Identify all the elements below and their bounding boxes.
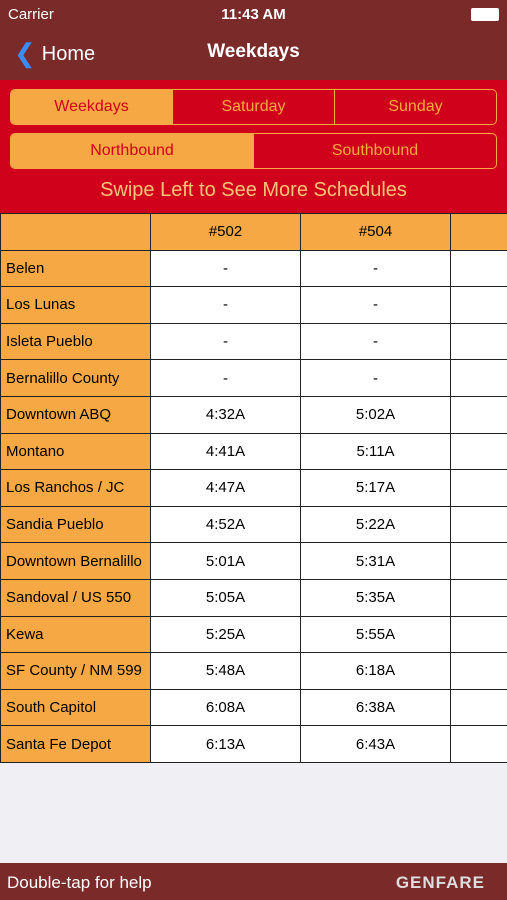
corner-cell [0, 213, 151, 251]
departure-time: 6:08A [150, 688, 301, 727]
departure-time: - [300, 322, 451, 361]
stop-name: Isleta Pueblo [0, 322, 151, 361]
clipped-cell [450, 286, 507, 324]
schedule-row: Downtown ABQ 4:32A 5:02A [0, 395, 507, 434]
departure-time: 6:18A [300, 652, 451, 690]
direction-tabs: Northbound Southbound [10, 133, 497, 169]
departure-time: 5:11A [300, 432, 451, 471]
clipped-cell [450, 322, 507, 361]
header-row: #502#504#1 [0, 213, 507, 251]
departure-time: 5:48A [150, 652, 301, 690]
schedule-row: Downtown Bernalillo 5:01A 5:31A [0, 542, 507, 580]
departure-time: 4:47A [150, 469, 301, 507]
schedule-row: Santa Fe Depot 6:13A 6:43A [0, 725, 507, 763]
departure-time: 5:25A [150, 615, 301, 654]
nav-title: Weekdays [207, 41, 300, 62]
stop-name: Bernalillo County [0, 359, 151, 397]
departure-time: 6:13A [150, 725, 301, 763]
departure-time: 5:55A [300, 615, 451, 654]
departure-time: - [300, 286, 451, 324]
header-bar: Carrier 11:43 AM ❮ Home Weekdays [0, 0, 507, 80]
departure-time: 5:17A [300, 469, 451, 507]
clipped-cell [450, 432, 507, 471]
departure-time: - [150, 359, 301, 397]
schedule-table: #502#504#1Belen--Los Lunas--Isleta Puebl… [0, 213, 507, 763]
clipped-cell [450, 505, 507, 544]
departure-time: - [150, 322, 301, 361]
schedule-row: Sandoval / US 550 5:05A 5:35A [0, 578, 507, 617]
column-header: #502 [150, 213, 301, 251]
departure-time: 4:32A [150, 395, 301, 434]
battery-icon [471, 8, 499, 21]
stop-name: Sandoval / US 550 [0, 578, 151, 617]
schedule-row: Los Ranchos / JC 4:47A 5:17A [0, 469, 507, 507]
brand: GENFARE [395, 873, 485, 892]
schedule-row: Bernalillo County - - [0, 359, 507, 397]
schedule-row: Kewa 5:25A 5:55A [0, 615, 507, 654]
departure-time: - [150, 249, 301, 288]
departure-time: 4:52A [150, 505, 301, 544]
schedule-row: SF County / NM 599 5:48A 6:18A [0, 652, 507, 690]
direction-tab[interactable]: Southbound [253, 134, 496, 168]
filter-panel: Weekdays Saturday Sunday Northbound Southbo… [0, 80, 507, 213]
clipped-cell [450, 578, 507, 617]
departure-time: 5:02A [300, 395, 451, 434]
back-label: Home [41, 43, 96, 65]
stop-name: Santa Fe Depot [0, 725, 151, 763]
schedule-row: Isleta Pueblo - - [0, 322, 507, 361]
clipped-cell [450, 359, 507, 397]
help-text: Double-tap for help [7, 873, 152, 892]
direction-tab[interactable]: Northbound [11, 134, 253, 168]
departure-time: 5:35A [300, 578, 451, 617]
swipe-hint: Swipe Left to See More Schedules [100, 179, 407, 201]
departure-time: - [150, 286, 301, 324]
stop-name: Los Ranchos / JC [0, 469, 151, 507]
back-button[interactable]: ❮ Home [14, 38, 95, 69]
day-tab[interactable]: Weekdays [11, 90, 172, 124]
stop-name: Downtown ABQ [0, 395, 151, 434]
column-header: #504 [300, 213, 451, 251]
footer-bar: Double-tap for help GENFARE [0, 863, 507, 900]
table: #502#504#1Belen--Los Lunas--Isleta Puebl… [0, 213, 507, 763]
departure-time: 5:05A [150, 578, 301, 617]
stop-name: Montano [0, 432, 151, 471]
day-tab[interactable]: Sunday [334, 90, 496, 124]
day-tab[interactable]: Saturday [172, 90, 334, 124]
day-tabs: Weekdays Saturday Sunday [10, 89, 497, 125]
departure-time: 5:22A [300, 505, 451, 544]
carrier: Carrier [8, 6, 54, 23]
departure-time: - [300, 249, 451, 288]
departure-time: 6:38A [300, 688, 451, 727]
clock: 11:43 AM [221, 6, 286, 23]
clipped-cell [450, 542, 507, 580]
stop-name: Los Lunas [0, 286, 151, 324]
stop-name: Downtown Bernalillo [0, 542, 151, 580]
column-header: #1 [450, 213, 507, 251]
stop-name: SF County / NM 599 [0, 652, 151, 690]
back-chevron: ❮ [14, 38, 36, 68]
schedule-row: Los Lunas - - [0, 286, 507, 324]
schedule-row: South Capitol 6:08A 6:38A [0, 688, 507, 727]
clipped-cell [450, 249, 507, 288]
clipped-cell [450, 725, 507, 763]
clipped-cell [450, 615, 507, 654]
departure-time: 6:43A [300, 725, 451, 763]
stop-name: Belen [0, 249, 151, 288]
departure-time: - [300, 359, 451, 397]
departure-time: 5:31A [300, 542, 451, 580]
stop-name: South Capitol [0, 688, 151, 727]
schedule-row: Montano 4:41A 5:11A [0, 432, 507, 471]
clipped-cell [450, 469, 507, 507]
clipped-cell [450, 395, 507, 434]
stop-name: Sandia Pueblo [0, 505, 151, 544]
clipped-cell [450, 688, 507, 727]
departure-time: 4:41A [150, 432, 301, 471]
clipped-cell [450, 652, 507, 690]
departure-time: 5:01A [150, 542, 301, 580]
stop-name: Kewa [0, 615, 151, 654]
schedule-row: Sandia Pueblo 4:52A 5:22A [0, 505, 507, 544]
schedule-row: Belen - - [0, 249, 507, 288]
